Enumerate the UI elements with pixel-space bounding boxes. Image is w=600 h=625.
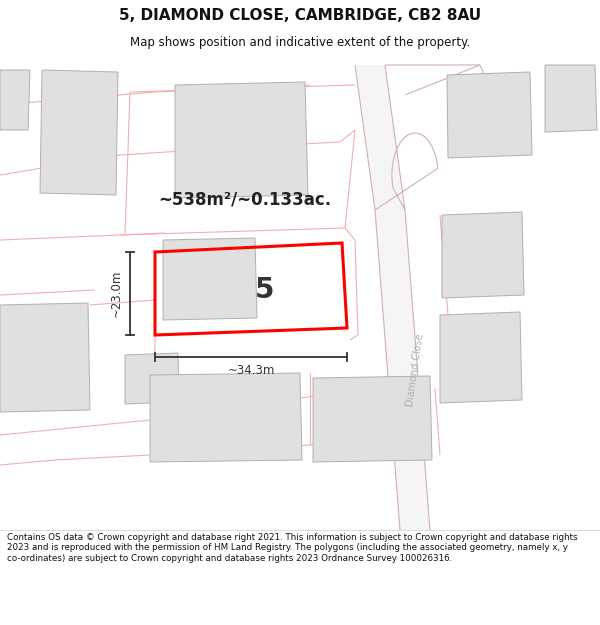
Polygon shape xyxy=(175,82,308,198)
Text: 5: 5 xyxy=(255,276,275,304)
Polygon shape xyxy=(447,72,532,158)
Text: 5, DIAMOND CLOSE, CAMBRIDGE, CB2 8AU: 5, DIAMOND CLOSE, CAMBRIDGE, CB2 8AU xyxy=(119,8,481,23)
Text: ~538m²/~0.133ac.: ~538m²/~0.133ac. xyxy=(158,191,332,209)
Text: Diamond Close: Diamond Close xyxy=(405,332,425,408)
Polygon shape xyxy=(442,212,524,298)
Polygon shape xyxy=(163,238,257,320)
Polygon shape xyxy=(125,353,179,404)
Polygon shape xyxy=(150,373,302,462)
Polygon shape xyxy=(40,70,118,195)
Polygon shape xyxy=(440,312,522,403)
Text: ~23.0m: ~23.0m xyxy=(110,270,122,317)
Text: Contains OS data © Crown copyright and database right 2021. This information is : Contains OS data © Crown copyright and d… xyxy=(7,533,578,562)
Text: ~34.3m: ~34.3m xyxy=(227,364,275,378)
Polygon shape xyxy=(355,65,430,530)
Polygon shape xyxy=(545,65,597,132)
Polygon shape xyxy=(0,303,90,412)
Polygon shape xyxy=(0,70,30,130)
Text: Map shows position and indicative extent of the property.: Map shows position and indicative extent… xyxy=(130,36,470,49)
Polygon shape xyxy=(313,376,432,462)
